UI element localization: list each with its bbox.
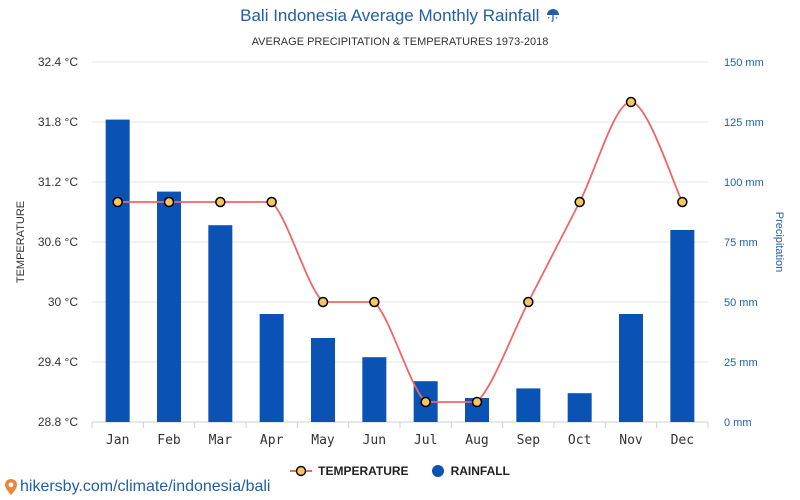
right-tick-label: 75 mm	[724, 237, 758, 249]
x-tick-label: Jul	[414, 433, 437, 448]
left-tick-label: 29.4 °C	[38, 355, 78, 369]
left-tick-label: 30.6 °C	[38, 235, 78, 249]
x-tick-label: Nov	[619, 433, 643, 448]
right-tick-label: 100 mm	[724, 177, 764, 189]
left-tick-label: 31.8 °C	[38, 115, 78, 129]
right-tick-label: 150 mm	[724, 57, 764, 69]
temperature-marker	[163, 196, 175, 208]
right-tick-label: 0 mm	[724, 417, 752, 429]
rainfall-bar	[516, 388, 541, 422]
temperature-marker	[523, 296, 534, 308]
legend-rainfall-label: RAINFALL	[450, 464, 510, 478]
umbrella-icon	[546, 9, 559, 22]
map-pin-icon	[5, 479, 17, 495]
x-tick-label: Aug	[465, 433, 488, 448]
left-axis-label: TEMPERATURE	[15, 201, 27, 283]
x-tick-label: Mar	[209, 433, 233, 448]
temperature-line	[117, 101, 684, 403]
left-tick-label: 32.4 °C	[38, 55, 78, 69]
x-tick-label: Jan	[106, 433, 129, 448]
rainfall-bar	[567, 393, 592, 422]
left-tick-label: 31.2 °C	[38, 175, 78, 189]
rainfall-bar	[362, 357, 387, 422]
right-tick-label: 125 mm	[724, 117, 764, 129]
x-tick-label: Apr	[260, 433, 284, 448]
temperature-marker	[471, 396, 483, 408]
x-tick-label: Jun	[363, 433, 386, 448]
temperature-marker	[112, 196, 123, 208]
rainfall-bar	[311, 338, 335, 422]
temperature-marker	[574, 196, 585, 208]
x-tick-label: May	[311, 433, 335, 448]
chart-title-row: Bali Indonesia Average Monthly Rainfall	[0, 6, 800, 26]
temperature-marker	[266, 196, 277, 208]
chart-subtitle: AVERAGE PRECIPITATION & TEMPERATURES 197…	[251, 36, 549, 48]
x-tick-label: Feb	[157, 433, 181, 448]
temperature-marker	[420, 396, 431, 408]
right-tick-label: 50 mm	[724, 297, 758, 309]
rainfall-bar	[259, 314, 284, 422]
legend-temperature-swatch	[290, 465, 313, 477]
right-tick-label: 25 mm	[724, 357, 758, 369]
rainfall-bar	[208, 225, 233, 422]
temperature-marker	[369, 296, 380, 308]
temperature-marker	[677, 196, 688, 208]
chart-title: Bali Indonesia Average Monthly Rainfall	[240, 6, 540, 25]
left-tick-label: 28.8 °C	[38, 415, 78, 429]
x-tick-label: Dec	[671, 433, 694, 448]
right-axis-label: Precipitation	[773, 212, 785, 273]
temperature-marker	[317, 296, 329, 308]
temperature-marker	[625, 96, 637, 108]
legend-temperature-label: TEMPERATURE	[318, 464, 409, 478]
chart-legend: TEMPERATURE RAINFALL	[0, 464, 800, 478]
source-link[interactable]: hikersby.com/climate/indonesia/bali	[4, 478, 270, 496]
rainfall-bar	[157, 191, 181, 422]
source-link-text: hikersby.com/climate/indonesia/bali	[20, 478, 271, 495]
x-tick-label: Oct	[568, 433, 591, 448]
temperature-marker	[215, 196, 226, 208]
left-tick-label: 30 °C	[48, 295, 78, 309]
rainfall-temperature-chart: 28.8 °C 29.4 °C 30 °C 30.6 °C 31.2 °C 31.8 °C…	[15, 55, 785, 448]
rainfall-bar	[105, 119, 130, 422]
legend-rainfall-swatch	[431, 465, 444, 477]
legend-item-rainfall[interactable]: RAINFALL	[431, 464, 510, 478]
rainfall-bar	[619, 314, 643, 422]
x-tick-label: Sep	[517, 433, 541, 448]
rainfall-bar	[670, 230, 695, 422]
legend-item-temperature[interactable]: TEMPERATURE	[290, 464, 409, 478]
